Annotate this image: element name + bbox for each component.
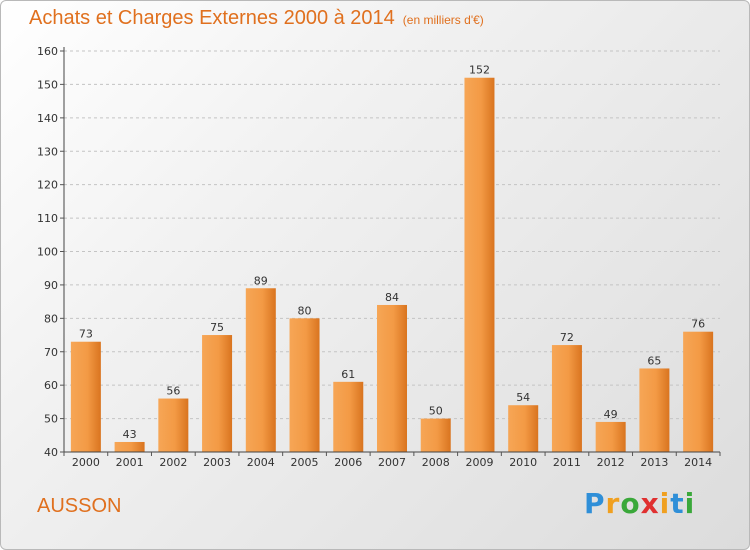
x-tick-label: 2001 bbox=[116, 456, 144, 469]
y-tick-label: 80 bbox=[44, 312, 58, 325]
x-tick-label: 2014 bbox=[684, 456, 712, 469]
value-label-2003: 75 bbox=[210, 321, 224, 334]
y-tick-label: 160 bbox=[37, 45, 58, 58]
x-tick-label: 2000 bbox=[72, 456, 100, 469]
value-label-2005: 80 bbox=[298, 304, 312, 317]
bar-2002 bbox=[158, 398, 189, 452]
bar-2012 bbox=[595, 421, 626, 452]
x-tick-label: 2012 bbox=[597, 456, 625, 469]
bar-2000 bbox=[70, 341, 101, 452]
value-label-2007: 84 bbox=[385, 291, 399, 304]
chart-title: Achats et Charges Externes 2000 à 2014 (e… bbox=[29, 7, 484, 30]
bar-2013 bbox=[639, 368, 670, 452]
proxiti-logo: Proxiti bbox=[584, 487, 695, 520]
value-label-2009: 152 bbox=[469, 64, 490, 77]
bar-2005 bbox=[289, 318, 320, 452]
value-label-2008: 50 bbox=[429, 405, 443, 418]
chart-title-main: Achats et Charges Externes 2000 à 2014 bbox=[29, 7, 395, 29]
x-axis-ticks: 2000 2001 2002 2003 2004 2005 2006 2007 2008 2009… bbox=[63, 452, 721, 469]
y-tick-label: 130 bbox=[37, 145, 58, 158]
bar-2001 bbox=[114, 441, 145, 452]
x-tick-label: 2010 bbox=[509, 456, 537, 469]
y-axis-ticks: 40 50 60 70 80 90 100 110 120 130 140 150 160 bbox=[37, 45, 64, 459]
x-tick-label: 2011 bbox=[553, 456, 581, 469]
axes bbox=[63, 47, 720, 453]
y-tick-label: 140 bbox=[37, 112, 58, 125]
bar-2014 bbox=[683, 331, 714, 452]
value-label-2011: 72 bbox=[560, 331, 574, 344]
bar-2003 bbox=[202, 335, 233, 452]
bar-2011 bbox=[551, 345, 582, 452]
y-tick-label: 70 bbox=[44, 346, 58, 359]
y-tick-label: 90 bbox=[44, 279, 58, 292]
logo-letter: i bbox=[684, 487, 696, 520]
x-tick-label: 2006 bbox=[334, 456, 362, 469]
value-label-2006: 61 bbox=[341, 368, 355, 381]
value-label-2004: 89 bbox=[254, 274, 268, 287]
value-label-2001: 43 bbox=[123, 428, 137, 441]
value-label-2014: 76 bbox=[691, 318, 705, 331]
logo-letter: t bbox=[670, 487, 685, 520]
x-tick-label: 2004 bbox=[247, 456, 275, 469]
bar-2004 bbox=[245, 288, 276, 452]
value-label-2012: 49 bbox=[604, 408, 618, 421]
bar-2007 bbox=[377, 304, 407, 452]
y-tick-label: 150 bbox=[37, 78, 58, 91]
logo-letter: r bbox=[605, 487, 621, 520]
x-tick-label: 2005 bbox=[291, 456, 319, 469]
value-label-2013: 65 bbox=[647, 354, 661, 367]
y-tick-label: 120 bbox=[37, 179, 58, 192]
x-tick-label: 2008 bbox=[422, 456, 450, 469]
logo-letter: x bbox=[640, 487, 660, 520]
y-tick-label: 60 bbox=[44, 379, 58, 392]
y-tick-label: 100 bbox=[37, 246, 58, 259]
x-tick-label: 2003 bbox=[203, 456, 231, 469]
bar-2008 bbox=[420, 418, 451, 452]
bar-2010 bbox=[508, 405, 539, 452]
y-tick-label: 40 bbox=[44, 446, 58, 459]
x-tick-label: 2002 bbox=[159, 456, 187, 469]
y-tick-label: 110 bbox=[37, 212, 58, 225]
value-label-2010: 54 bbox=[516, 391, 530, 404]
chart-subtitle: (en milliers d'€) bbox=[402, 13, 484, 27]
value-label-2002: 56 bbox=[166, 385, 180, 398]
x-tick-label: 2007 bbox=[378, 456, 406, 469]
bars bbox=[70, 77, 714, 452]
commune-name: AUSSON bbox=[37, 495, 122, 517]
bar-2006 bbox=[333, 381, 364, 452]
value-labels: 73 43 56 75 89 80 61 84 50 152 54 72 49 65 76 bbox=[79, 64, 705, 441]
logo-letter: o bbox=[620, 487, 641, 520]
value-label-2000: 73 bbox=[79, 328, 93, 341]
x-tick-label: 2009 bbox=[465, 456, 493, 469]
logo-letter: P bbox=[584, 487, 606, 520]
x-tick-label: 2013 bbox=[640, 456, 668, 469]
logo-letter: i bbox=[659, 487, 671, 520]
bar-2009 bbox=[464, 77, 495, 452]
y-tick-label: 50 bbox=[44, 413, 58, 426]
